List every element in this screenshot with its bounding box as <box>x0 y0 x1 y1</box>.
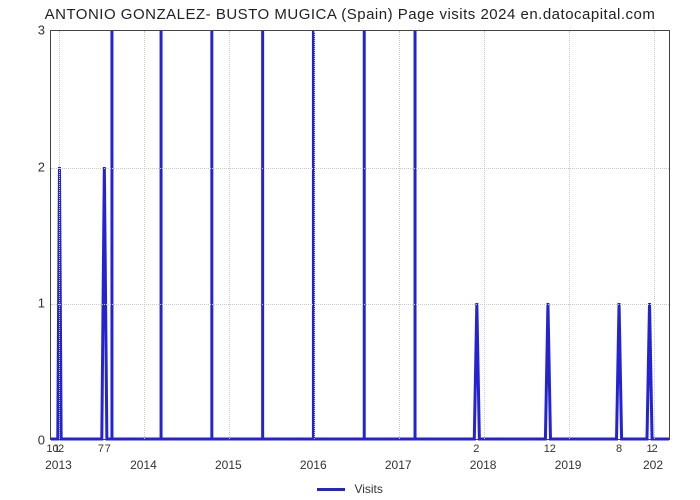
grid-line-v <box>484 31 485 439</box>
x-tick-label-major: 202 <box>643 458 663 472</box>
x-tick-label-major: 2015 <box>215 458 242 472</box>
grid-line-v <box>144 31 145 439</box>
visits-chart: ANTONIO GONZALEZ- BUSTO MUGICA (Spain) P… <box>0 0 700 500</box>
legend-swatch <box>317 488 345 491</box>
x-tick-label-major: 2019 <box>555 458 582 472</box>
legend-label: Visits <box>354 482 382 496</box>
legend: Visits <box>0 482 700 496</box>
x-tick-label-minor: 2 <box>473 443 479 455</box>
x-tick-label-major: 2017 <box>385 458 412 472</box>
x-tick-label-minor: 7 <box>98 443 104 455</box>
grid-line-v <box>229 31 230 439</box>
grid-line-v <box>654 31 655 439</box>
x-tick-label-minor: 8 <box>616 443 622 455</box>
x-tick-label-major: 2018 <box>470 458 497 472</box>
x-tick-label-minor: 2 <box>58 443 64 455</box>
x-tick-label-minor: 7 <box>105 443 111 455</box>
x-tick-label-major: 2016 <box>300 458 327 472</box>
chart-title: ANTONIO GONZALEZ- BUSTO MUGICA (Spain) P… <box>0 6 700 23</box>
grid-line-v <box>569 31 570 439</box>
plot-area <box>50 30 670 440</box>
y-tick-label: 0 <box>5 433 45 448</box>
x-tick-label-minor: 2 <box>550 443 556 455</box>
y-tick-label: 1 <box>5 296 45 311</box>
x-tick-label-major: 2014 <box>130 458 157 472</box>
grid-line-v <box>59 31 60 439</box>
y-tick-label: 3 <box>5 23 45 38</box>
grid-line-v <box>399 31 400 439</box>
x-tick-label-major: 2013 <box>45 458 72 472</box>
grid-line-v <box>314 31 315 439</box>
y-tick-label: 2 <box>5 159 45 174</box>
x-tick-label-minor: 2 <box>652 443 658 455</box>
